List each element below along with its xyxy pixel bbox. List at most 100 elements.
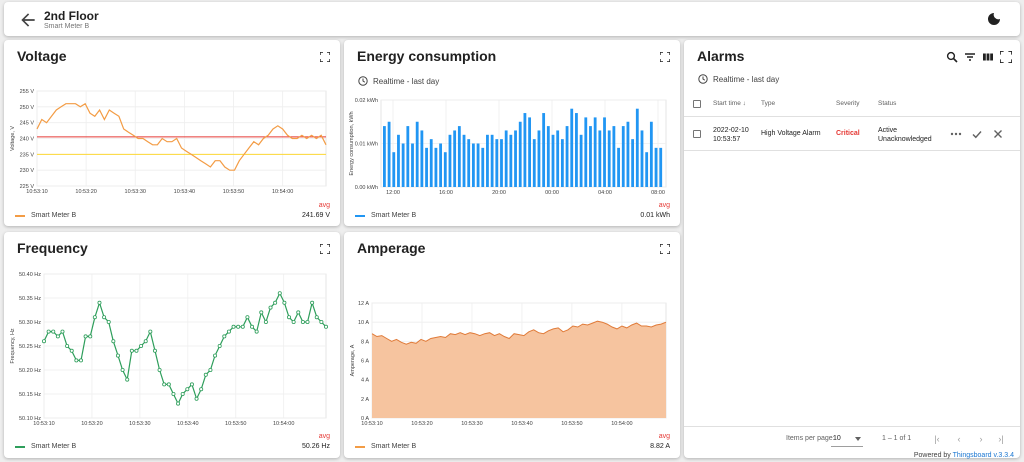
- timewindow[interactable]: Realtime - last day: [358, 76, 439, 86]
- data-point: [236, 324, 241, 329]
- data-point: [125, 377, 130, 382]
- widget-title: Amperage: [357, 240, 426, 256]
- legend-item[interactable]: Smart Meter B: [15, 443, 76, 450]
- frequency-widget: Frequency 50.10 Hz 50.15 Hz 50.20 Hz 50.25 …: [4, 232, 340, 458]
- bar: [645, 152, 649, 187]
- columns-icon[interactable]: [982, 50, 994, 62]
- legend-item[interactable]: Smart Meter B: [355, 443, 416, 450]
- x-tick-label: 10:53:50: [223, 189, 244, 195]
- avg-value: 241.69 V: [301, 212, 330, 219]
- y-tick-label: 50.15 Hz: [19, 392, 41, 398]
- legend-item[interactable]: Smart Meter B: [15, 212, 76, 219]
- timewindow-label: Realtime - last day: [373, 76, 440, 86]
- y-axis-label: Frequency, Hz: [10, 328, 16, 364]
- y-tick-label: 0 A: [361, 416, 369, 422]
- page-range: 1 – 1 of 1: [882, 435, 912, 442]
- column-type[interactable]: Type: [761, 100, 776, 107]
- bar: [486, 134, 489, 187]
- x-tick-label: 10:53:50: [561, 421, 582, 427]
- y-axis-label: Voltage, V: [10, 126, 16, 151]
- dashboard-header: 2nd Floor Smart Meter B: [4, 2, 1020, 36]
- data-point: [42, 339, 47, 344]
- y-tick-label: 50.40 Hz: [19, 272, 41, 278]
- legend-item[interactable]: Smart Meter B: [355, 212, 416, 219]
- check-icon[interactable]: [972, 129, 982, 139]
- y-axis-label: Energy consumption, kWh: [349, 111, 355, 175]
- y-tick-label: 230 V: [20, 168, 35, 174]
- items-per-page-select[interactable]: 10: [833, 435, 841, 442]
- data-point: [152, 348, 157, 353]
- bar: [471, 143, 475, 187]
- x-tick-label: 10:53:30: [461, 421, 482, 427]
- dropdown-arrow-icon[interactable]: [855, 437, 861, 441]
- bar: [617, 147, 620, 187]
- divider: [684, 150, 1020, 151]
- y-tick-label: 250 V: [20, 105, 35, 111]
- bar: [626, 121, 630, 187]
- next-page-icon[interactable]: ›: [979, 434, 983, 444]
- data-point: [240, 324, 245, 329]
- x-tick-label: 10:53:40: [177, 421, 198, 427]
- y-tick-label: 8 A: [361, 339, 369, 345]
- y-tick-label: 50.20 Hz: [19, 368, 41, 374]
- data-point: [194, 396, 199, 401]
- x-tick-label: 10:53:20: [411, 421, 432, 427]
- y-tick-label: 0.02 kWh: [355, 98, 378, 104]
- data-point: [157, 367, 162, 372]
- column-label: Start time: [713, 100, 741, 107]
- data-point: [277, 291, 282, 296]
- data-point: [115, 353, 120, 358]
- timewindow[interactable]: Realtime - last day: [698, 74, 779, 84]
- avg-label: avg: [318, 433, 330, 440]
- select-all-checkbox[interactable]: [693, 100, 701, 108]
- fullscreen-icon[interactable]: [999, 50, 1013, 64]
- bar: [565, 126, 569, 187]
- items-per-page-value: 10: [833, 435, 841, 442]
- bar: [640, 130, 644, 187]
- data-point: [203, 372, 208, 377]
- search-icon[interactable]: [946, 50, 958, 63]
- bar: [584, 117, 588, 187]
- more-icon[interactable]: [950, 132, 962, 136]
- thingsboard-link[interactable]: Thingsboard v.3.3.4: [952, 452, 1014, 459]
- last-page-icon[interactable]: ›|: [998, 434, 1004, 444]
- data-point: [69, 348, 74, 353]
- y-tick-label: 225 V: [20, 184, 35, 190]
- close-icon[interactable]: [993, 129, 1003, 139]
- arrow-back-icon[interactable]: [18, 10, 38, 30]
- x-tick-label: 10:53:20: [75, 189, 96, 195]
- data-point: [120, 367, 125, 372]
- data-point: [180, 391, 185, 396]
- x-tick-label: 10:53:40: [511, 421, 532, 427]
- data-point: [83, 334, 88, 339]
- column-severity[interactable]: Severity: [836, 100, 860, 107]
- y-tick-label: 6 A: [361, 359, 369, 365]
- data-point: [171, 391, 176, 396]
- avg-label: avg: [658, 202, 670, 209]
- data-point: [273, 300, 278, 305]
- data-point: [189, 382, 194, 387]
- bar: [546, 126, 550, 187]
- data-point: [291, 320, 296, 325]
- column-start-time[interactable]: Start time ↓: [713, 100, 746, 107]
- alarm-status-ack: Unacknowledged: [878, 136, 932, 143]
- bar: [415, 121, 419, 187]
- data-point: [111, 339, 116, 344]
- data-point: [51, 329, 56, 334]
- divider: [684, 426, 1020, 427]
- moon-icon[interactable]: [986, 11, 1002, 27]
- bar: [383, 126, 386, 187]
- bar: [659, 147, 663, 187]
- powered-label: Powered by: [913, 452, 951, 459]
- data-point: [106, 320, 111, 325]
- prev-page-icon[interactable]: ‹: [957, 434, 961, 444]
- widget-title: Voltage: [17, 48, 67, 64]
- bar: [443, 152, 447, 187]
- first-page-icon[interactable]: |‹: [934, 434, 940, 444]
- bar: [621, 126, 625, 187]
- x-tick-label: 10:53:10: [361, 421, 382, 427]
- data-point: [185, 387, 190, 392]
- row-checkbox[interactable]: [693, 130, 701, 138]
- filter-icon[interactable]: [964, 50, 976, 62]
- column-status[interactable]: Status: [878, 100, 897, 107]
